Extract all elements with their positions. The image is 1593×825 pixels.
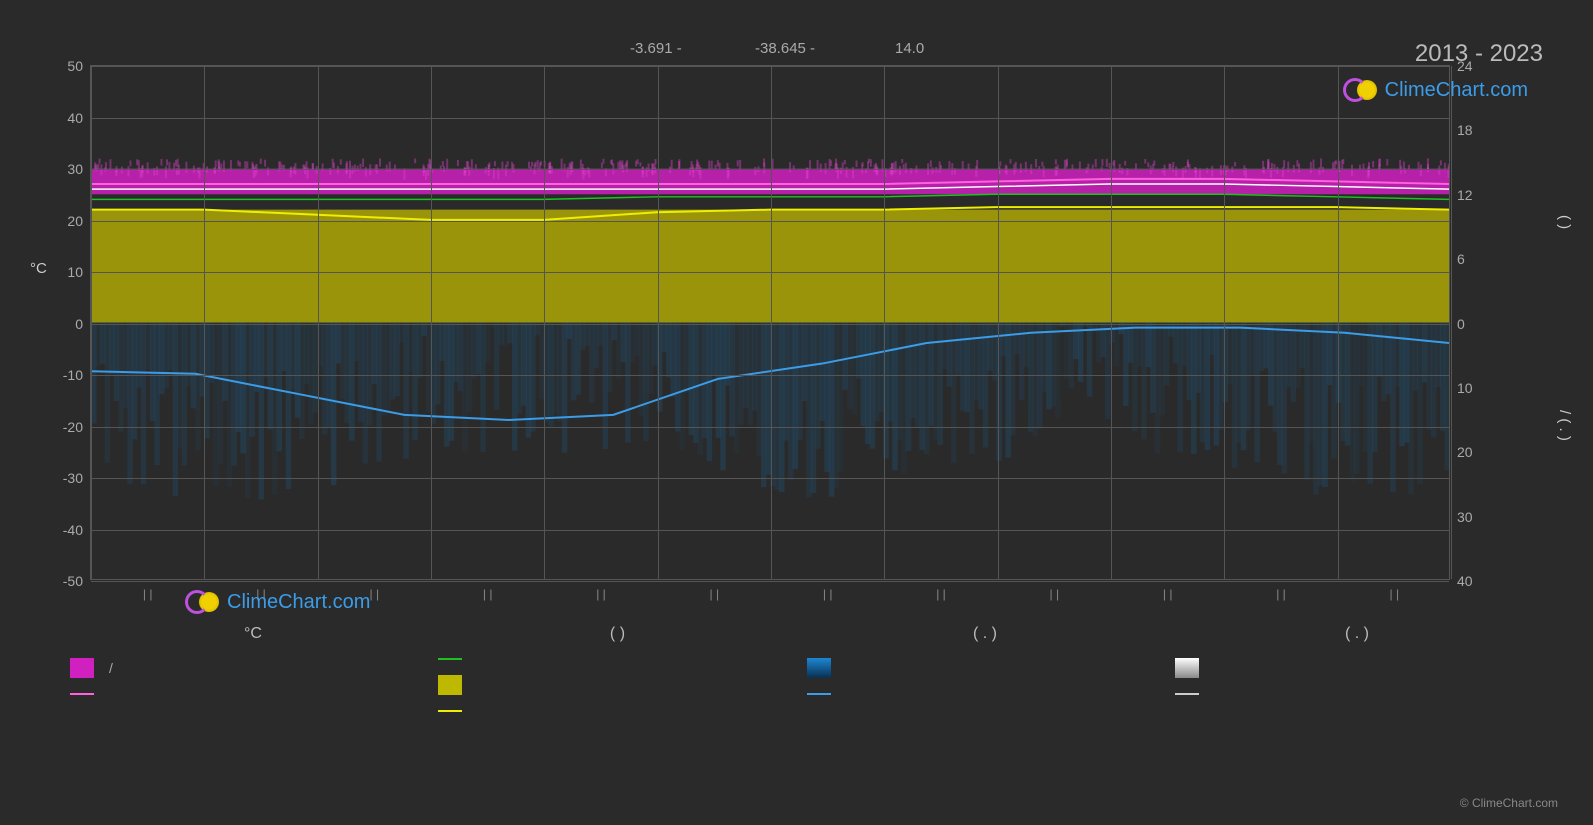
chart-svg	[91, 66, 1449, 579]
legend-line-blue	[807, 693, 831, 695]
year-range: 2013 - 2023	[1415, 40, 1543, 68]
plot-area: 50403020100-10-20-30-40-5024181260102030…	[90, 65, 1450, 580]
legend-item-white-line	[1175, 693, 1543, 695]
legend-item-magenta-line	[70, 693, 438, 695]
copyright: © ClimeChart.com	[1460, 796, 1558, 810]
y-axis-right-title-top: ( )	[1556, 215, 1573, 229]
legend-swatch-white	[1175, 658, 1199, 678]
legend-item-yellow	[438, 675, 806, 695]
logo-c-icon	[1343, 78, 1367, 102]
legend-swatch-yellow	[438, 675, 462, 695]
legend-header-temp: °C	[244, 625, 262, 643]
legend-line-magenta	[70, 693, 94, 695]
legend-line-white	[1175, 693, 1199, 695]
legend-header-3: ( . )	[973, 625, 997, 643]
legend-line-yellow	[438, 710, 462, 712]
legend-header-2: ( )	[610, 625, 625, 643]
watermark-bottom: ClimeChart.com	[185, 590, 370, 614]
header-lon: -38.645 -	[755, 40, 815, 57]
chart-plot: 50403020100-10-20-30-40-5024181260102030…	[90, 65, 1450, 580]
legend-swatch-blue	[807, 658, 831, 678]
legend-line-green	[438, 658, 462, 660]
legend-item-green	[438, 658, 806, 660]
legend-item-white	[1175, 658, 1543, 678]
logo-c-icon	[185, 590, 209, 614]
legend-item-yellow-line	[438, 710, 806, 712]
legend-item-blue-line	[807, 693, 1175, 695]
legend: °C ( ) ( . ) ( . ) /	[70, 625, 1543, 712]
legend-swatch-magenta	[70, 658, 94, 678]
watermark-text: ClimeChart.com	[227, 591, 370, 614]
header-alt: 14.0	[895, 40, 924, 57]
legend-item-blue	[807, 658, 1175, 678]
legend-header-4: ( . )	[1345, 625, 1369, 643]
watermark-text2: ClimeChart.com	[1385, 79, 1528, 102]
header-lat: -3.691 -	[630, 40, 682, 57]
y-axis-right-title-bottom: / ( . )	[1556, 410, 1573, 441]
legend-label: /	[109, 660, 113, 676]
watermark-top: ClimeChart.com	[1343, 78, 1528, 102]
legend-item-magenta: /	[70, 658, 438, 678]
legend-items: /	[70, 658, 1543, 712]
y-axis-left-title: °C	[30, 260, 47, 277]
legend-header: °C ( ) ( . ) ( . )	[70, 625, 1543, 643]
